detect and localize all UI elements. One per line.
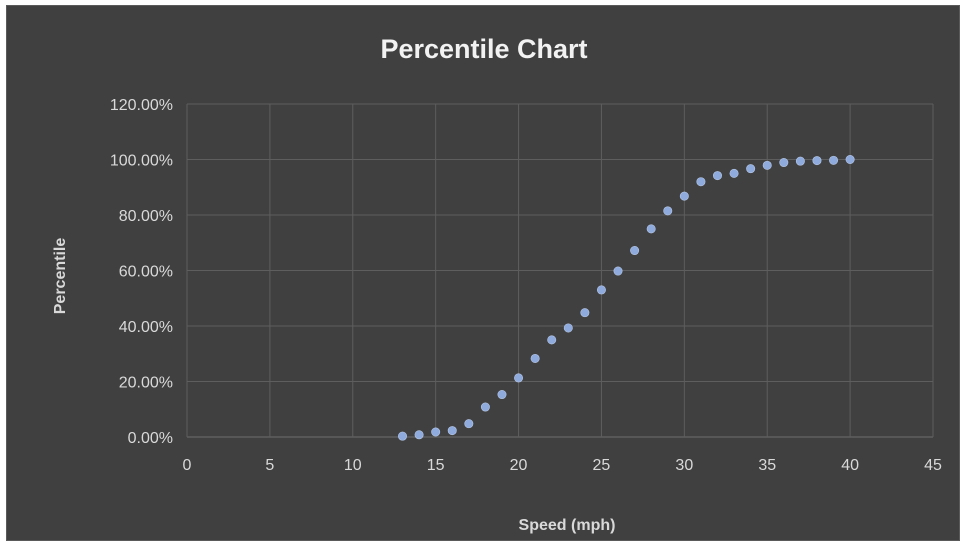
data-point (696, 177, 706, 187)
data-point (646, 224, 656, 234)
x-axis-ticks: 0 5 10 15 20 25 30 35 40 45 (183, 457, 942, 474)
data-point (663, 206, 673, 216)
x-tick-label: 40 (841, 457, 859, 474)
data-point (795, 156, 805, 166)
x-tick-label: 35 (758, 457, 776, 474)
data-point (812, 156, 822, 166)
data-point (746, 164, 756, 174)
data-point (447, 426, 457, 436)
data-point (464, 419, 474, 429)
x-tick-label: 10 (344, 457, 362, 474)
data-point (679, 191, 689, 201)
x-tick-label: 30 (675, 457, 693, 474)
data-point (762, 160, 772, 170)
data-point (712, 171, 722, 181)
y-tick-label: 100.00% (110, 153, 173, 170)
x-tick-label: 20 (510, 457, 528, 474)
x-tick-label: 0 (183, 457, 192, 474)
chart-area: Percentile Chart 0.00% 20.00% 40.00% 60.00%… (6, 5, 960, 541)
data-points (398, 155, 855, 441)
y-tick-label: 80.00% (119, 208, 173, 225)
data-point (530, 353, 540, 363)
y-tick-label: 60.00% (119, 264, 173, 281)
data-point (596, 285, 606, 295)
y-tick-label: 20.00% (119, 375, 173, 392)
data-point (514, 373, 524, 383)
data-point (845, 155, 855, 165)
x-tick-label: 25 (593, 457, 611, 474)
x-tick-label: 15 (427, 457, 445, 474)
gridlines (186, 103, 934, 438)
data-point (613, 266, 623, 276)
data-point (729, 168, 739, 178)
chart-title: Percentile Chart (380, 34, 587, 64)
x-tick-label: 5 (265, 457, 274, 474)
y-tick-label: 0.00% (128, 430, 173, 447)
y-tick-label: 40.00% (119, 319, 173, 336)
y-axis-ticks: 0.00% 20.00% 40.00% 60.00% 80.00% 100.00% 120.… (110, 97, 173, 447)
data-point (398, 431, 408, 441)
x-axis-title: Speed (mph) (519, 517, 616, 534)
data-point (563, 323, 573, 333)
x-tick-label: 45 (924, 457, 942, 474)
data-point (829, 155, 839, 165)
data-point (547, 335, 557, 345)
data-point (414, 430, 424, 440)
data-point (630, 246, 640, 256)
data-point (431, 427, 441, 437)
data-point (497, 390, 507, 400)
data-point (779, 158, 789, 168)
y-tick-label: 120.00% (110, 97, 173, 114)
y-axis-title: Percentile (52, 238, 69, 315)
data-point (480, 402, 490, 412)
data-point (580, 308, 590, 318)
chart-svg: Percentile Chart 0.00% 20.00% 40.00% 60.00%… (52, 34, 942, 534)
